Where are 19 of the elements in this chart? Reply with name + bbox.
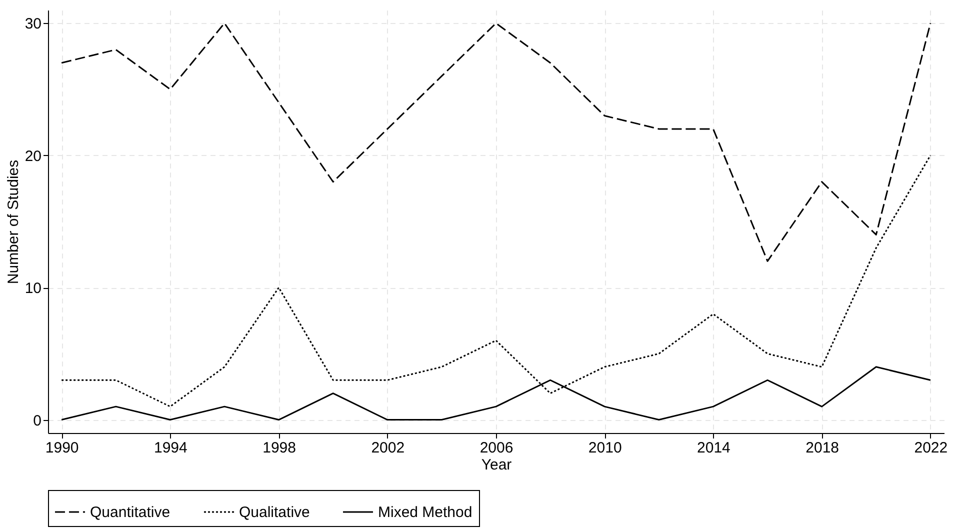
x-tick-label: 2002 xyxy=(371,440,405,456)
legend-label: Quantitative xyxy=(90,504,170,521)
x-tick-label: 1994 xyxy=(154,440,188,456)
x-axis-title: Year xyxy=(481,456,512,474)
x-tick-label: 2018 xyxy=(806,440,840,456)
y-tick-label: 0 xyxy=(33,412,42,430)
line-series xyxy=(60,22,932,262)
x-tick-label: 2006 xyxy=(480,440,514,456)
y-tick-label: 20 xyxy=(24,148,42,165)
x-tick-label: 1998 xyxy=(262,440,296,456)
x-tick-label: 1990 xyxy=(45,440,79,456)
y-axis-title: Number of Studies xyxy=(4,160,22,284)
y-tick-label: 30 xyxy=(24,16,42,33)
y-tick-label: 10 xyxy=(24,280,42,298)
x-tick-label: 2010 xyxy=(588,440,622,456)
x-tick-label: 2022 xyxy=(914,440,948,456)
x-tick-label: 2014 xyxy=(697,440,730,456)
legend-label: Mixed Method xyxy=(378,504,472,521)
legend-label: Qualitative xyxy=(239,504,310,521)
